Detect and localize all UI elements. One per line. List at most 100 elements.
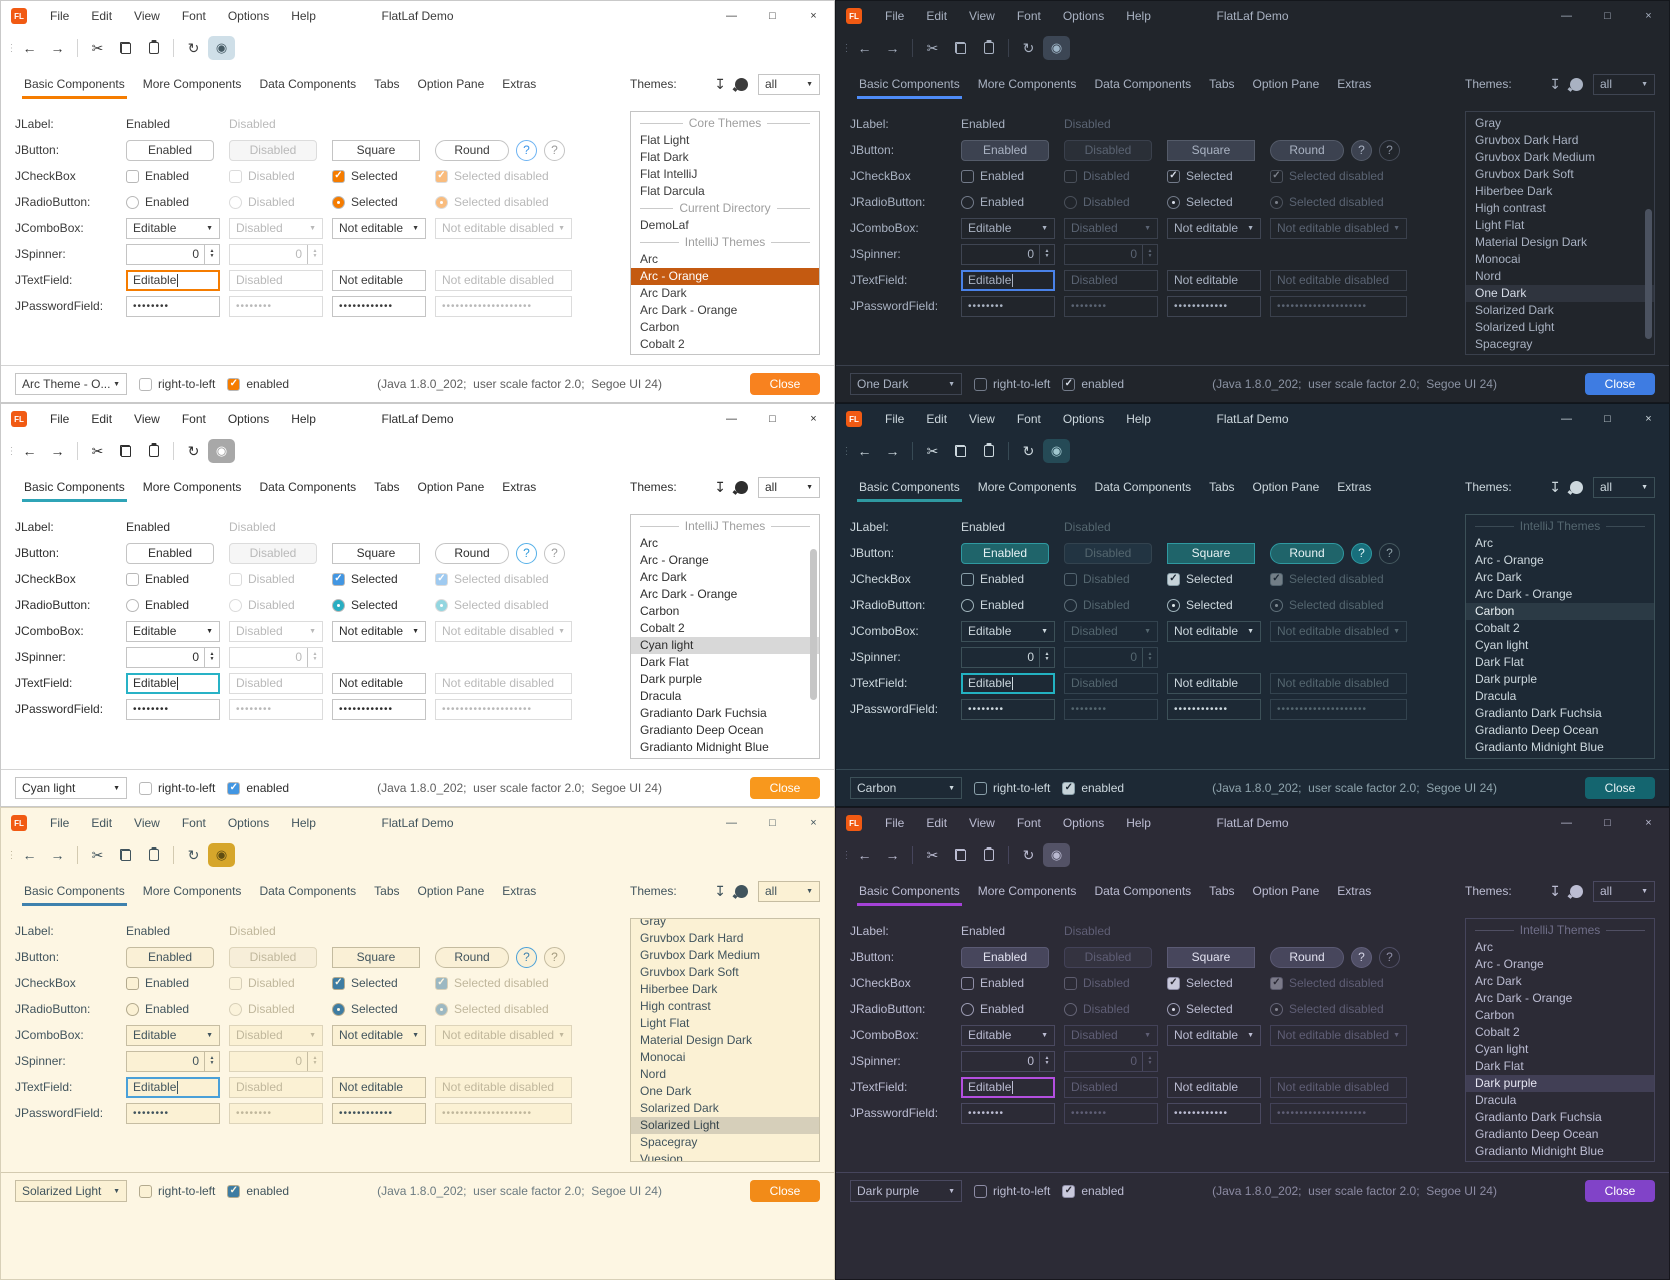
theme-item-dark-purple[interactable]: Dark purple	[640, 672, 703, 686]
theme-item-arc-dark-orange[interactable]: Arc Dark - Orange	[640, 303, 738, 317]
theme-item-cobalt-2[interactable]: Cobalt 2	[1475, 1025, 1520, 1039]
themes-list[interactable]: Gray Gruvbox Dark Hard Gruvbox Dark Medium…	[1465, 111, 1655, 355]
tab-tabs[interactable]: Tabs	[374, 884, 400, 898]
jbutton-square-button[interactable]: Square	[332, 139, 420, 161]
menu-help[interactable]: Help	[291, 412, 316, 426]
theme-item-solarized-light[interactable]: Solarized Light	[631, 1117, 819, 1134]
theme-item-cyan-light[interactable]: Cyan light	[1475, 638, 1529, 652]
help-button[interactable]: ?	[1351, 542, 1372, 564]
theme-combobox[interactable]: Arc Theme - O... ▼	[15, 373, 127, 395]
jspinner-enabled[interactable]: 0 ▲ ▼	[126, 243, 220, 265]
menu-options[interactable]: Options	[227, 412, 270, 426]
close-window-button[interactable]: ×	[1645, 413, 1652, 425]
download-theme-icon[interactable]: ↧	[714, 75, 726, 92]
back-button[interactable]: ←	[22, 40, 37, 56]
jbutton-round-button[interactable]: Round	[435, 946, 509, 968]
themes-list[interactable]: IntelliJ Themes Arc Arc - Orange Arc Dark Ar…	[630, 514, 820, 759]
jradiobutton-selected[interactable]: Selected	[1167, 598, 1233, 612]
eye-toggle-button[interactable]: ◉	[1043, 843, 1070, 867]
refresh-button[interactable]: ↻	[187, 39, 200, 56]
tab-basic-components[interactable]: Basic Components	[15, 872, 134, 910]
menu-view[interactable]: View	[969, 9, 995, 23]
tab-data-components[interactable]: Data Components	[259, 77, 357, 91]
theme-item-flat-darcula[interactable]: Flat Darcula	[640, 184, 705, 198]
menu-file[interactable]: File	[885, 816, 905, 830]
help-button[interactable]: ?	[1351, 139, 1372, 161]
eye-toggle-button[interactable]: ◉	[208, 439, 235, 463]
menu-help[interactable]: Help	[291, 9, 316, 23]
spinner-arrows[interactable]: ▲ ▼	[1142, 647, 1157, 667]
jcheckbox-enabled[interactable]: Enabled	[961, 976, 1024, 990]
jcheckbox-selected[interactable]: ✓ Selected	[1167, 572, 1233, 586]
tab-extras[interactable]: Extras	[502, 77, 537, 91]
help-disabled-button[interactable]: ?	[1379, 542, 1400, 564]
forward-button[interactable]: →	[50, 847, 65, 863]
menu-view[interactable]: View	[134, 412, 160, 426]
theme-item-demolaf[interactable]: DemoLaf	[640, 218, 689, 232]
minimize-button[interactable]: —	[726, 10, 737, 22]
help-disabled-button[interactable]: ?	[1379, 139, 1400, 161]
jtextfield-editable[interactable]: Editable	[126, 1076, 220, 1098]
help-disabled-button[interactable]: ?	[544, 542, 565, 564]
refresh-button[interactable]: ↻	[187, 846, 200, 863]
spinner-arrows[interactable]: ▲ ▼	[1039, 647, 1054, 667]
tab-more-components[interactable]: More Components	[977, 77, 1077, 91]
maximize-button[interactable]: □	[1604, 413, 1611, 425]
eye-toggle-button[interactable]: ◉	[208, 843, 235, 867]
cut-button[interactable]: ✂	[926, 39, 939, 56]
toolbar-grip[interactable]: ⋮	[841, 849, 852, 861]
enabled-checkbox[interactable]: ✓ enabled	[227, 781, 289, 795]
jbutton-round-button[interactable]: Round	[435, 139, 509, 161]
close-button[interactable]: Close	[1585, 777, 1655, 799]
spinner-arrows[interactable]: ▲ ▼	[204, 1051, 219, 1071]
toolbar-grip[interactable]: ⋮	[841, 445, 852, 457]
enabled-checkbox[interactable]: ✓ enabled	[1062, 377, 1124, 391]
tab-basic-components[interactable]: Basic Components	[850, 468, 969, 506]
tab-extras[interactable]: Extras	[502, 884, 537, 898]
theme-item-cyan-light[interactable]: Cyan light	[631, 637, 819, 654]
theme-item-high-contrast[interactable]: High contrast	[640, 999, 711, 1013]
tab-data-components[interactable]: Data Components	[259, 884, 357, 898]
theme-item-light-flat[interactable]: Light Flat	[1475, 218, 1525, 232]
theme-item-carbon[interactable]: Carbon	[1466, 603, 1654, 620]
theme-item-arc[interactable]: Arc	[640, 536, 658, 550]
jtextfield-editable[interactable]: Editable	[126, 672, 220, 694]
back-button[interactable]: ←	[22, 847, 37, 863]
spinner-arrows[interactable]: ▲ ▼	[307, 647, 322, 667]
jbutton-enabled-button[interactable]: Enabled	[961, 139, 1049, 161]
jcombobox-editable[interactable]: Editable ▼	[126, 1024, 220, 1046]
jradiobutton-enabled[interactable]: Enabled	[126, 1002, 189, 1016]
minimize-button[interactable]: —	[1561, 413, 1572, 425]
jtextfield-not-editable[interactable]: Not editable	[332, 269, 426, 291]
cut-button[interactable]: ✂	[926, 846, 939, 863]
menu-help[interactable]: Help	[1126, 9, 1151, 23]
menu-font[interactable]: Font	[181, 9, 206, 23]
spinner-arrows[interactable]: ▲ ▼	[307, 244, 322, 264]
jtextfield-editable[interactable]: Editable	[961, 269, 1055, 291]
toolbar-grip[interactable]: ⋮	[6, 445, 17, 457]
theme-item-spacegray[interactable]: Spacegray	[1475, 337, 1533, 351]
forward-button[interactable]: →	[885, 443, 900, 459]
help-disabled-button[interactable]: ?	[544, 946, 565, 968]
theme-item-gradianto-dark-fuchsia[interactable]: Gradianto Dark Fuchsia	[1475, 1110, 1602, 1124]
jcheckbox-selected[interactable]: ✓ Selected	[332, 572, 398, 586]
spinner-arrows[interactable]: ▲ ▼	[307, 1051, 322, 1071]
github-icon[interactable]	[1570, 480, 1583, 494]
jradiobutton-selected[interactable]: Selected	[1167, 195, 1233, 209]
tab-basic-components[interactable]: Basic Components	[850, 65, 969, 103]
enabled-checkbox[interactable]: ✓ enabled	[227, 377, 289, 391]
jbutton-round-button[interactable]: Round	[1270, 542, 1344, 564]
help-button[interactable]: ?	[1351, 946, 1372, 968]
tab-more-components[interactable]: More Components	[977, 884, 1077, 898]
menu-font[interactable]: Font	[181, 816, 206, 830]
jcombobox-editable[interactable]: Editable ▼	[961, 1024, 1055, 1046]
jbutton-enabled-button[interactable]: Enabled	[126, 542, 214, 564]
theme-item-gruvbox-dark-hard[interactable]: Gruvbox Dark Hard	[1475, 133, 1579, 147]
jbutton-round-button[interactable]: Round	[435, 542, 509, 564]
tab-data-components[interactable]: Data Components	[1094, 77, 1192, 91]
theme-item-gradianto-deep-ocean[interactable]: Gradianto Deep Ocean	[1475, 1127, 1599, 1141]
jbutton-enabled-button[interactable]: Enabled	[961, 946, 1049, 968]
back-button[interactable]: ←	[857, 443, 872, 459]
tab-option-pane[interactable]: Option Pane	[1252, 480, 1320, 494]
download-theme-icon[interactable]: ↧	[714, 478, 726, 495]
